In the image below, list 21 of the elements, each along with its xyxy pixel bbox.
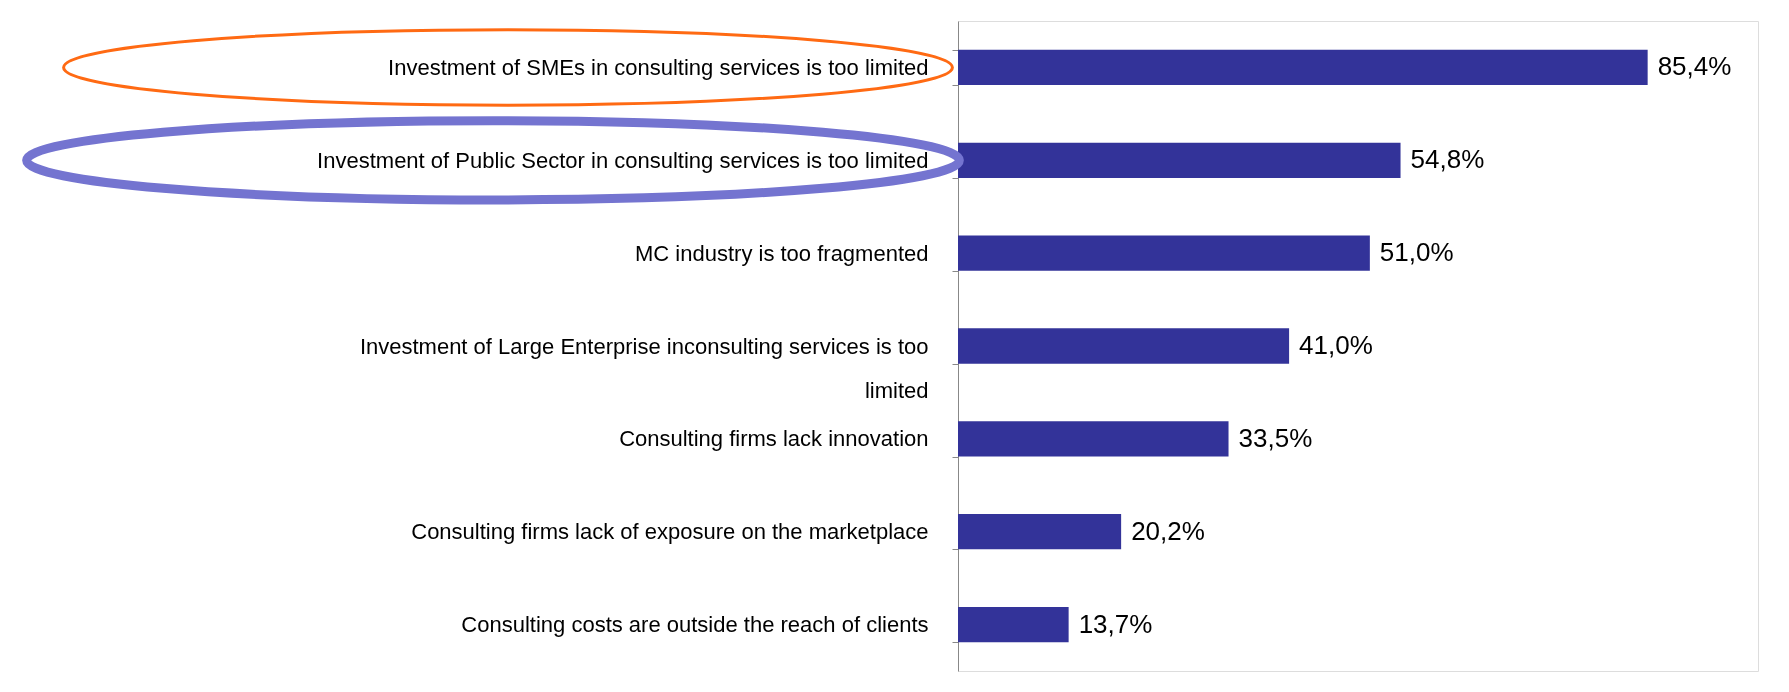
data-label: 13,7% (1078, 608, 1153, 639)
data-label: 51,0% (1379, 237, 1454, 268)
y-tick-label: MC industry is too fragmented (635, 240, 929, 266)
y-tick-label: Consulting firms lack innovation (619, 426, 929, 452)
bar (958, 421, 1229, 457)
y-tick-label: Investment of Large Enterprise inconsulting services is too limited (359, 333, 929, 403)
y-tick-label: Consulting firms lack of exposure on the marketplace (411, 519, 929, 545)
y-tick-label: Investment of SMEs in consulting services is too limited (388, 54, 929, 80)
data-label: 41,0% (1299, 330, 1373, 360)
data-label: 85,4% (1657, 51, 1732, 82)
bar (958, 235, 1370, 271)
bar (958, 142, 1401, 178)
y-tick-label: Investment of Public Sector in consulting services is too limited (317, 147, 929, 173)
y-tick-label: Consulting costs are outside the reach of clients (461, 612, 929, 638)
bar (958, 514, 1122, 550)
bar (958, 328, 1290, 364)
bar (958, 606, 1069, 643)
data-label: 20,2% (1131, 515, 1205, 546)
bar (958, 49, 1648, 86)
data-label: 54,8% (1410, 144, 1485, 175)
data-label: 33,5% (1238, 422, 1313, 453)
